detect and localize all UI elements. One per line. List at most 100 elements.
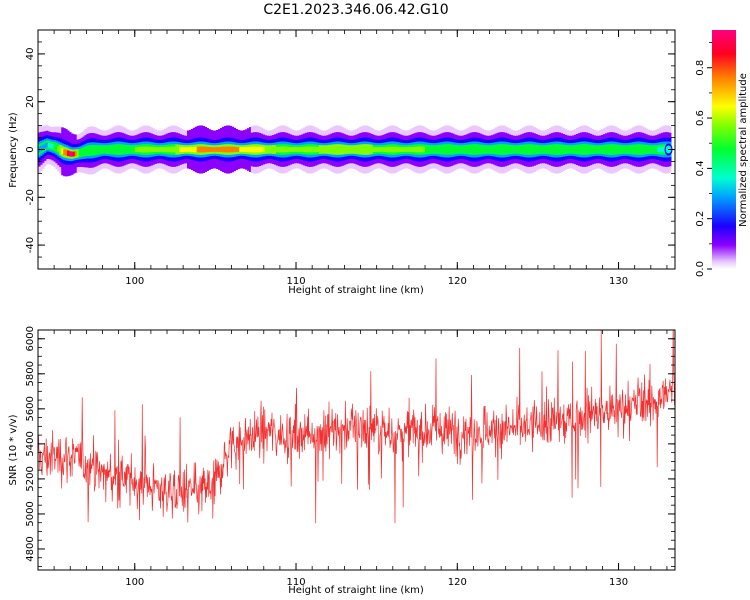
heatmap-cell (575, 146, 579, 153)
heatmap-cell (514, 147, 517, 152)
heatmap-cell (198, 146, 202, 153)
heatmap-cell (442, 146, 445, 153)
colorbar-tick-label: 0.6 (695, 110, 706, 126)
colorbar-tick-label: 0.8 (695, 60, 706, 76)
heatmap-cell (587, 146, 591, 153)
heatmap-cell (243, 147, 246, 152)
heatmap-cell (606, 146, 610, 153)
heatmap-cell (125, 146, 128, 153)
heatmap-cell (68, 151, 72, 157)
heatmap-cell (328, 146, 331, 153)
spectrogram-xlabel: Height of straight line (km) (288, 285, 424, 296)
heatmap-cell (134, 147, 138, 152)
y-tick-label: 5800 (25, 361, 36, 386)
heatmap-cell (142, 146, 146, 153)
heatmap-cell (301, 146, 304, 153)
heatmap-cell (512, 147, 515, 152)
heatmap-cell (426, 146, 430, 153)
heatmap-cell (97, 147, 101, 153)
heatmap-cell (235, 146, 238, 153)
heatmap-cell (76, 151, 80, 156)
heatmap-cell (457, 147, 461, 152)
heatmap-cell (169, 146, 173, 153)
heatmap-cell (322, 147, 326, 152)
x-tick-label: 100 (125, 577, 144, 588)
heatmap-cell (450, 146, 453, 153)
heatmap-cell (392, 146, 395, 153)
heatmap-cell (612, 146, 616, 153)
heatmap-cell (252, 146, 256, 153)
heatmap-cell (287, 146, 291, 153)
heatmap-cell (39, 145, 43, 152)
heatmap-cell (374, 147, 378, 152)
heatmap-cell (543, 147, 546, 152)
heatmap-cell (572, 147, 575, 152)
heatmap-cell (351, 147, 355, 152)
heatmap-cell (217, 147, 221, 152)
heatmap-cell (630, 146, 633, 153)
spectrogram-panel: 100 110 120 130 40 20 0 -20 -40 Height of straig… (8, 29, 676, 296)
heatmap-cell (568, 147, 571, 152)
heatmap-cell (411, 146, 415, 153)
heatmap-cell (247, 146, 250, 153)
heatmap-cell (305, 146, 308, 153)
snr-axes: 100 110 120 130 4800 5000 5200 5400 5600 5800 6000 (25, 326, 675, 588)
y-tick-label: 5400 (25, 431, 36, 456)
heatmap-cell (223, 146, 227, 153)
spectrogram-axes: 100 110 120 130 40 20 0 -20 -40 (25, 29, 675, 287)
heatmap-cell (53, 144, 57, 150)
heatmap-cell (448, 146, 451, 153)
heatmap-cell (92, 147, 95, 154)
heatmap-cell (299, 147, 302, 152)
heatmap-cell (212, 147, 215, 152)
heatmap-cell (438, 146, 442, 153)
heatmap-cell (45, 142, 49, 148)
heatmap-cell (90, 147, 93, 154)
heatmap-cell (248, 146, 252, 153)
heatmap-cell (117, 146, 120, 153)
heatmap-cell (558, 146, 562, 153)
y-tick-label: 20 (25, 95, 36, 108)
heatmap-cell (608, 146, 612, 153)
heatmap-cell (130, 147, 134, 152)
y-tick-label: 5000 (25, 501, 36, 526)
heatmap-cell (510, 147, 513, 152)
heatmap-cell (599, 147, 602, 152)
x-tick-label: 130 (609, 276, 628, 287)
heatmap-cell (425, 146, 428, 153)
heatmap-cell (359, 146, 362, 153)
heatmap-cell (616, 146, 620, 153)
heatmap-cell (577, 146, 581, 153)
heatmap-cell (225, 146, 229, 153)
heatmap-cell (597, 147, 600, 152)
heatmap-cell (415, 146, 418, 153)
heatmap-cell (208, 147, 211, 152)
colorbar-tick-label: 0.4 (695, 160, 706, 176)
heatmap-cell (463, 147, 467, 152)
heatmap-cell (436, 147, 440, 152)
colorbar-tick-label: 0.0 (695, 261, 706, 277)
heatmap-cell (363, 146, 366, 153)
heatmap-cell (72, 151, 76, 157)
heatmap-cell (635, 146, 639, 153)
heatmap-cell (181, 147, 184, 152)
heatmap-cell (452, 146, 455, 153)
heatmap-cell (423, 146, 426, 153)
heatmap-cell (639, 146, 643, 153)
heatmap-cell (107, 147, 111, 152)
heatmap-cell (663, 146, 666, 153)
heatmap-cell (446, 146, 449, 153)
heatmap-cell (295, 147, 298, 152)
y-tick-label: 0 (25, 146, 36, 152)
heatmap-cell (419, 146, 422, 153)
snr-ylabel: SNR (10 * v/v) (8, 414, 19, 485)
heatmap-cell (548, 146, 552, 153)
heatmap-cell (291, 147, 295, 152)
colorbar: 0.0 0.2 0.4 0.6 0.8 Normalized spectral ampl… (695, 30, 749, 277)
heatmap-cell (82, 149, 86, 155)
heatmap-cell (401, 147, 405, 152)
heatmap-cell (144, 146, 147, 153)
heatmap-cell (320, 147, 324, 152)
heatmap-cell (334, 146, 337, 153)
heatmap-cell (173, 146, 176, 153)
